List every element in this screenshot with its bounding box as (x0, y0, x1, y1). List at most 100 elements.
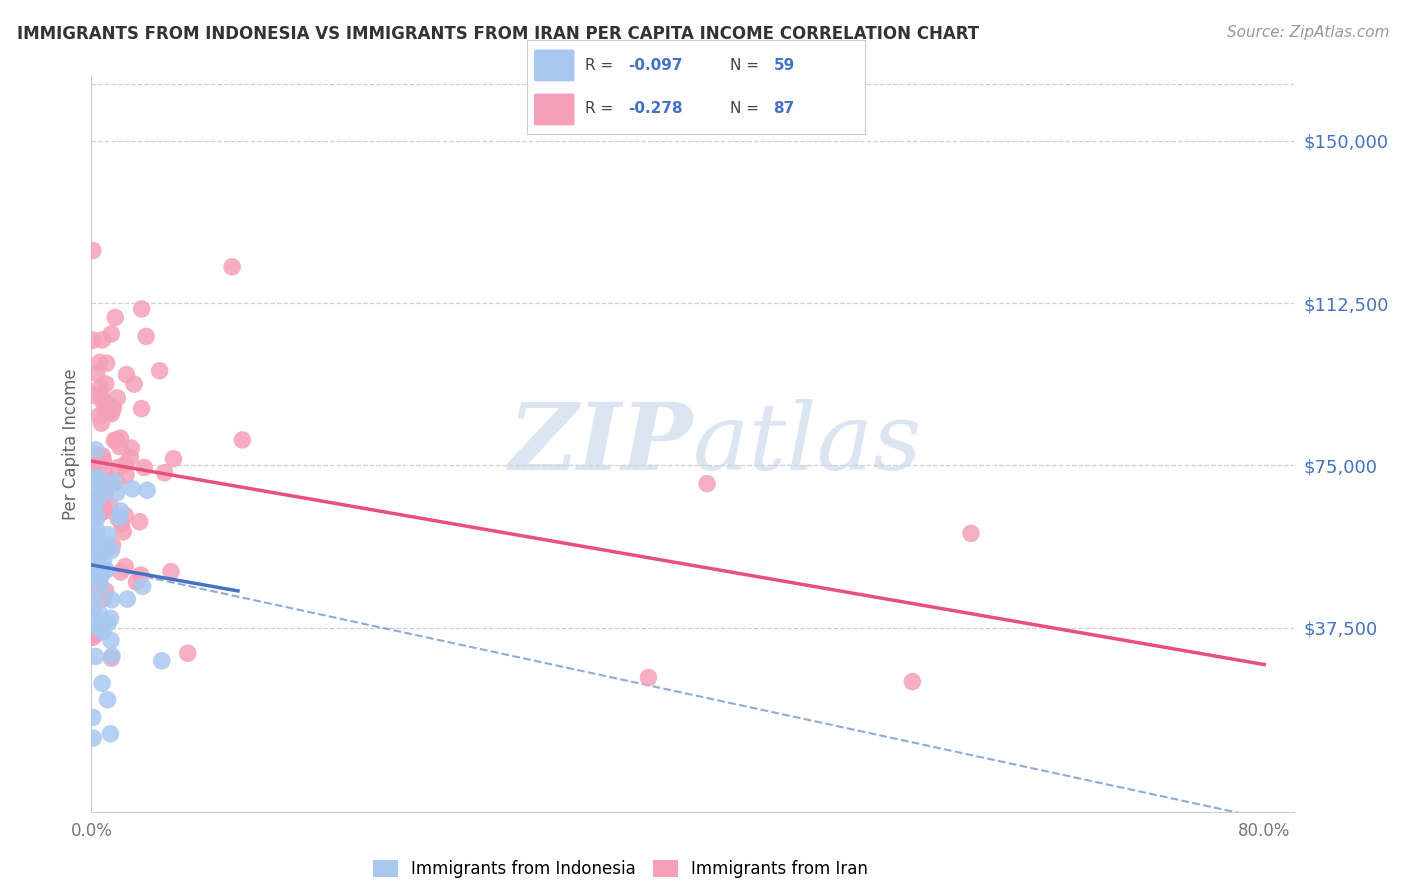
Point (82, 603, 104, 617)
Point (83, 592, 105, 607)
Point (111, 517, 134, 532)
Point (93, 453, 115, 467)
Point (100, 543, 122, 558)
Text: N =: N = (730, 101, 763, 116)
Point (84, 551, 107, 566)
Point (84, 534, 107, 549)
Legend: Immigrants from Indonesia, Immigrants from Iran: Immigrants from Indonesia, Immigrants fr… (366, 853, 875, 884)
Point (84, 649, 107, 664)
Point (101, 401, 124, 416)
Point (89, 487, 111, 501)
Point (82, 585, 104, 599)
Point (86, 367, 108, 381)
Point (134, 460, 156, 475)
Point (89, 355, 111, 369)
Point (131, 401, 153, 416)
Point (103, 401, 125, 415)
Point (100, 633, 122, 648)
FancyBboxPatch shape (534, 49, 575, 81)
Point (82, 528, 104, 542)
Point (89, 622, 111, 636)
Text: 87: 87 (773, 101, 794, 116)
Point (83, 530, 105, 544)
Point (82, 333, 104, 347)
Point (83, 467, 105, 482)
Point (89, 607, 111, 621)
Point (129, 568, 152, 582)
Point (97, 527, 120, 541)
Point (82, 731, 104, 746)
Point (82, 540, 104, 554)
Point (100, 727, 122, 741)
Point (231, 433, 253, 447)
Point (97, 692, 120, 706)
Point (93, 504, 115, 518)
Point (100, 592, 122, 607)
Point (82, 388, 104, 402)
Point (122, 377, 145, 392)
Point (87, 566, 110, 581)
Point (105, 391, 128, 405)
Point (86, 510, 108, 524)
Point (89, 577, 111, 591)
Point (91, 449, 114, 463)
Point (82, 611, 104, 625)
Point (98, 405, 121, 419)
Point (93, 396, 115, 410)
Point (96, 356, 118, 370)
Point (94, 538, 117, 552)
Point (82, 535, 104, 549)
Point (100, 651, 122, 665)
Point (136, 483, 159, 498)
Point (901, 674, 924, 689)
Point (96, 563, 118, 577)
Point (105, 486, 128, 500)
Point (84, 442, 107, 457)
Point (114, 559, 136, 574)
Text: 59: 59 (773, 58, 794, 73)
Point (94, 468, 117, 483)
Point (120, 450, 142, 465)
Point (84, 627, 107, 641)
Point (89, 472, 111, 486)
Point (82, 244, 104, 258)
Point (84, 470, 107, 484)
Point (93, 475, 115, 490)
Point (115, 368, 138, 382)
Point (91, 540, 114, 554)
Point (94, 486, 117, 500)
Point (91, 676, 114, 690)
Point (82, 547, 104, 561)
Point (91, 546, 114, 560)
Point (91, 566, 114, 581)
Point (93, 500, 115, 515)
Point (90, 569, 112, 583)
Point (131, 579, 153, 593)
Point (114, 508, 136, 523)
Text: IMMIGRANTS FROM INDONESIA VS IMMIGRANTS FROM IRAN PER CAPITA INCOME CORRELATION : IMMIGRANTS FROM INDONESIA VS IMMIGRANTS … (17, 25, 979, 43)
Point (83, 506, 105, 520)
Text: R =: R = (585, 58, 617, 73)
Point (108, 510, 131, 524)
Point (160, 565, 183, 579)
Point (86, 531, 108, 545)
Text: R =: R = (585, 101, 617, 116)
Point (89, 475, 111, 489)
Point (125, 574, 148, 589)
Point (87, 573, 110, 587)
Point (121, 482, 143, 496)
Point (100, 407, 122, 421)
Text: -0.097: -0.097 (628, 58, 683, 73)
Point (94, 542, 117, 557)
Point (93, 485, 115, 500)
Text: ZIP: ZIP (508, 399, 692, 489)
Point (91, 333, 114, 347)
Point (82, 558, 104, 573)
Point (112, 524, 135, 539)
Y-axis label: Per Capita Income: Per Capita Income (62, 368, 80, 519)
Point (93, 591, 115, 606)
Point (87, 448, 110, 462)
Point (103, 475, 125, 489)
Point (100, 326, 122, 341)
Point (150, 654, 173, 668)
